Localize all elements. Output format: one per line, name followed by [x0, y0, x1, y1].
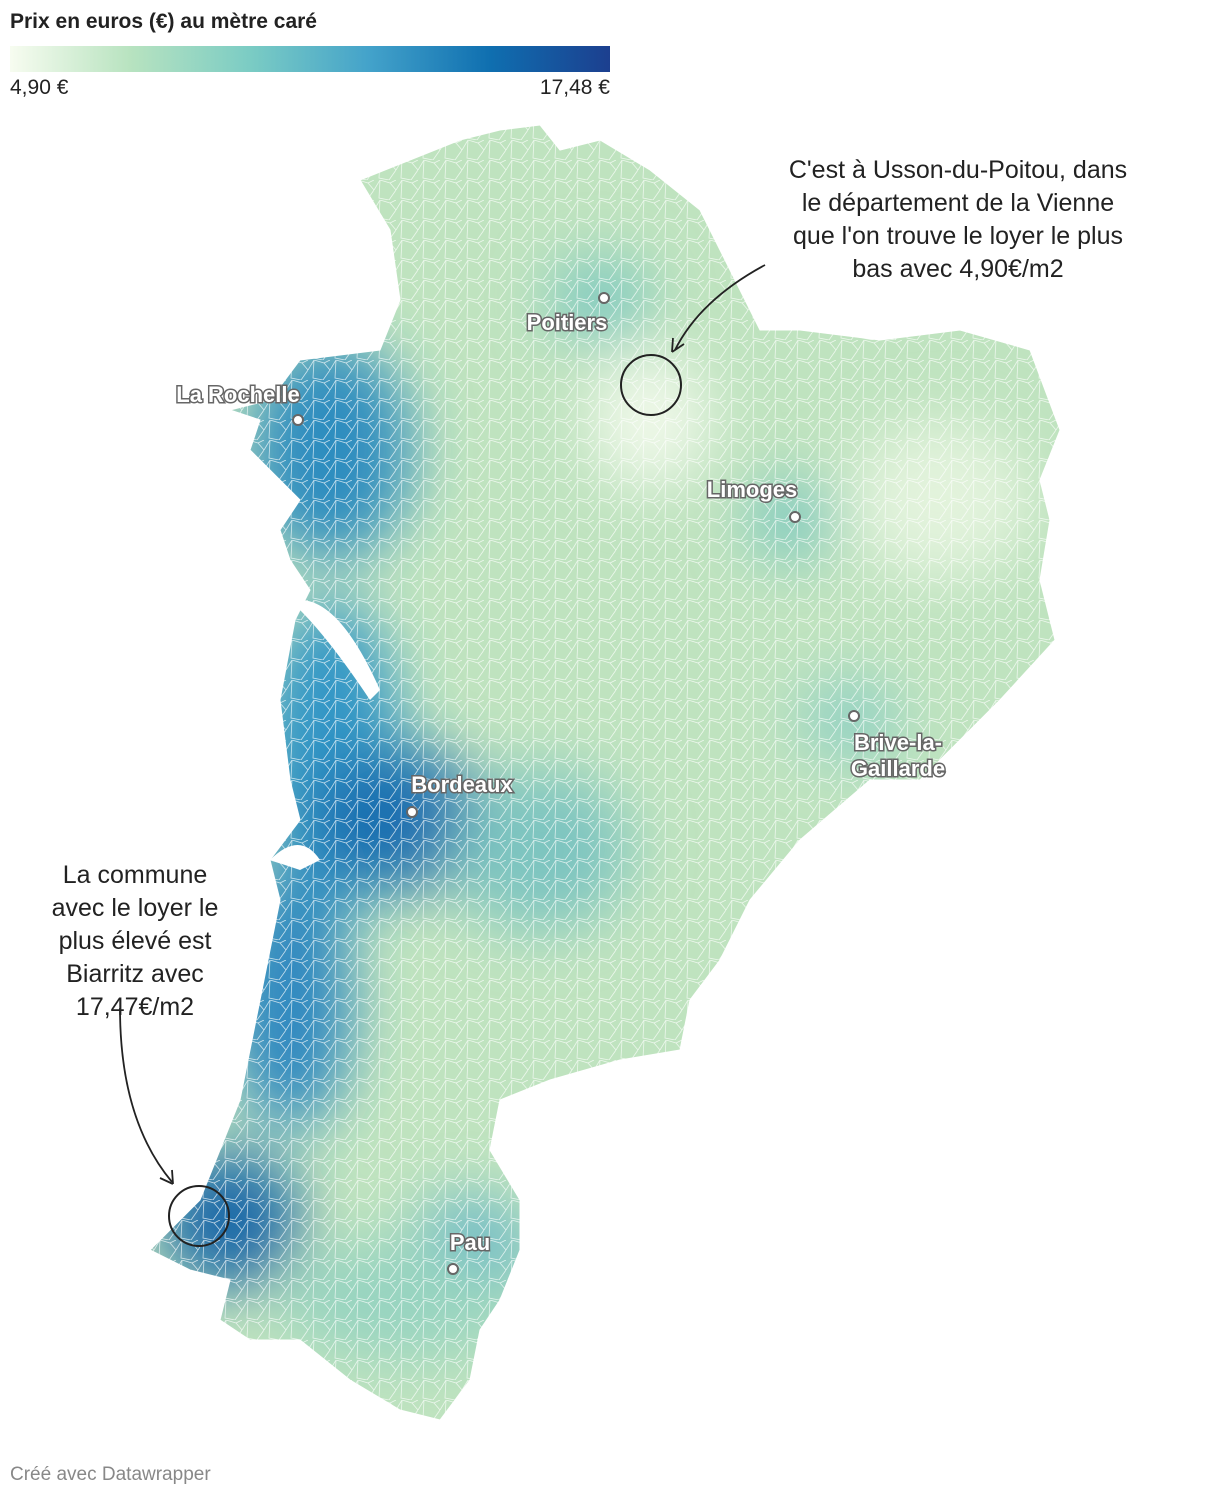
city-label: Pau: [450, 1230, 490, 1255]
annotation: La commune avec le loyer le plus élevé est…: [52, 861, 219, 1021]
annotation-line: 17,47€/m2: [76, 993, 194, 1021]
city-label: Limoges: [707, 477, 797, 502]
annotation-line: que l'on trouve le loyer le plus: [793, 222, 1123, 250]
map: Poitiers La Rochelle Limoges Bordeaux Br…: [52, 124, 1127, 1421]
choropleth: [150, 125, 1060, 1420]
city-label: Poitiers: [527, 310, 608, 335]
annotation-line: La commune: [63, 861, 208, 889]
annotation-line: avec le loyer le: [52, 894, 219, 922]
legend-title: Prix en euros (€) au mètre caré: [10, 10, 317, 33]
arrow: [674, 264, 766, 351]
highlight-circle: [620, 354, 682, 416]
annotation-line: Biarritz avec: [66, 960, 204, 988]
highlight-circle: [168, 1185, 230, 1247]
city-label: Brive-la-Gaillarde: [851, 730, 945, 781]
legend-max: 17,48 €: [539, 76, 610, 99]
city-label: Bordeaux: [411, 772, 513, 797]
legend-min: 4,90 €: [10, 76, 69, 99]
annotation-line: C'est à Usson-du-Poitou, dans: [789, 156, 1127, 184]
annotation-line: bas avec 4,90€/m2: [852, 255, 1063, 283]
annotation-line: le département de la Vienne: [802, 189, 1114, 217]
annotation: C'est à Usson-du-Poitou, dans le départem…: [789, 156, 1127, 283]
annotation-line: plus élevé est: [59, 927, 212, 955]
legend-gradient: [10, 46, 610, 72]
arrow: [119, 1007, 173, 1183]
city-label: La Rochelle: [176, 382, 299, 407]
footer: Créé avec Datawrapper: [10, 1464, 211, 1485]
city-markers: [292, 292, 860, 1275]
